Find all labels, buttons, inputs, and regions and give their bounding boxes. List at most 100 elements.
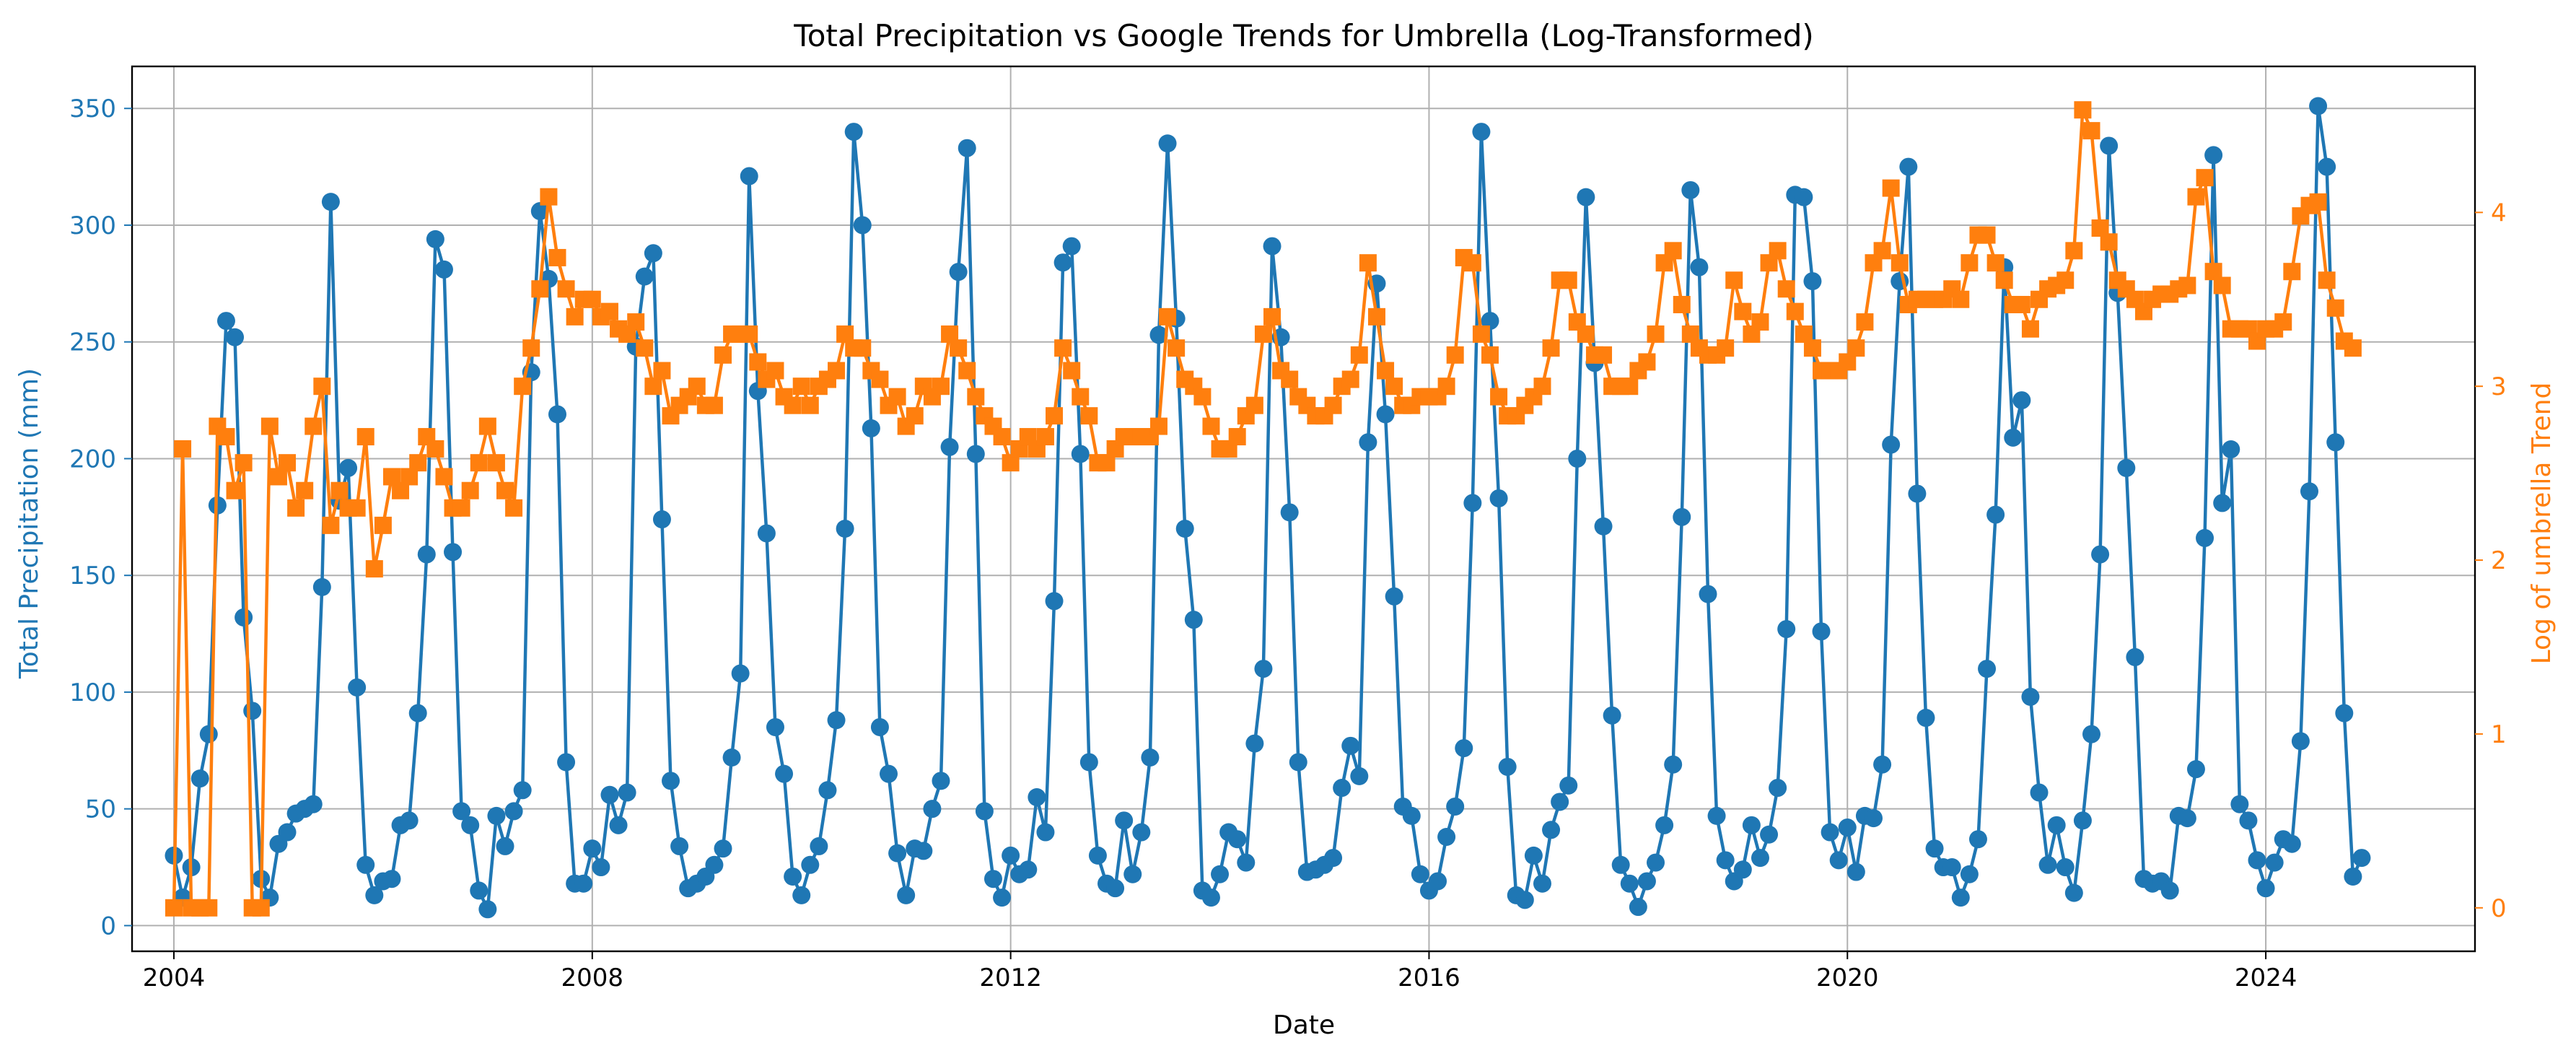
precipitation-point [1838, 818, 1857, 837]
precipitation-point [1376, 405, 1395, 424]
precipitation-point [2300, 482, 2318, 501]
precipitation-point [2265, 853, 2284, 872]
precipitation-point [1637, 872, 1656, 891]
trend-point [1377, 362, 1395, 380]
trend-point [2012, 295, 2030, 313]
trend-point [235, 454, 253, 472]
precipitation-point [487, 806, 506, 825]
precipitation-point [1028, 788, 1046, 807]
trend-point [1873, 242, 1891, 260]
trend-point [2344, 339, 2362, 357]
precipitation-point [470, 881, 489, 900]
precipitation-point [1515, 891, 1534, 909]
precipitation-point [1777, 620, 1796, 639]
precipitation-point [243, 702, 262, 720]
precipitation-point [216, 312, 235, 331]
precipitation-point [1620, 874, 1639, 893]
precipitation-point [2004, 428, 2023, 447]
trend-point [653, 362, 671, 380]
trend-point [705, 396, 723, 414]
precipitation-point [914, 842, 933, 860]
precipitation-point [1769, 779, 1787, 798]
trend-point [1856, 313, 1874, 331]
trend-point [1542, 339, 1560, 357]
trend-point [174, 440, 192, 458]
trend-point [470, 454, 488, 472]
precipitation-point [1524, 846, 1543, 865]
trend-point [1777, 280, 1795, 298]
trend-point [522, 339, 540, 357]
precipitation-point [1002, 846, 1020, 865]
precipitation-point [757, 524, 776, 543]
trend-point [296, 481, 314, 499]
trend-point [505, 499, 523, 517]
trend-point [906, 407, 924, 425]
precipitation-point [923, 800, 942, 818]
trend-point [496, 481, 514, 499]
precipitation-line [172, 104, 2364, 912]
precipitation-point [557, 753, 576, 772]
trend-point [950, 339, 968, 357]
trend-point [1228, 428, 1246, 446]
trend-point [1533, 377, 1551, 396]
precipitation-point [1402, 806, 1421, 825]
precipitation-point [1123, 865, 1142, 883]
precipitation-point [1228, 830, 1247, 849]
precipitation-point [740, 167, 758, 185]
trend-point [1717, 339, 1735, 357]
trend-point [287, 499, 305, 517]
trend-point [1786, 302, 1804, 320]
precipitation-point [1071, 445, 1090, 463]
trend-point [1245, 396, 1263, 414]
precipitation-point [1088, 846, 1107, 865]
precipitation-point [1707, 806, 1726, 825]
trend-point [435, 468, 453, 486]
trend-point [932, 377, 950, 396]
precipitation-point [426, 230, 444, 248]
precipitation-point [348, 678, 367, 697]
trend-point [1995, 271, 2013, 289]
trend-point [1803, 339, 1821, 357]
precipitation-point [1254, 660, 1273, 678]
precipitation-point [1481, 312, 1499, 331]
trend-point [801, 396, 819, 414]
precipitation-point [958, 139, 976, 157]
trend-point [1559, 271, 1577, 289]
precipitation-point [235, 608, 253, 626]
x-tick-label: 2004 [143, 964, 206, 992]
trend-point [1036, 428, 1054, 446]
trend-point [784, 396, 802, 414]
trend-point [2213, 276, 2231, 294]
precipitation-point [1629, 898, 1647, 917]
trend-point [322, 516, 340, 534]
trend-point [958, 362, 976, 380]
trend-point [2065, 242, 2083, 260]
precipitation-point [870, 717, 889, 736]
trend-point [514, 377, 532, 396]
trend-point [766, 362, 784, 380]
precipitation-point [1359, 433, 1377, 452]
trend-point [1054, 339, 1072, 357]
precipitation-point [1280, 503, 1299, 522]
precipitation-point [1036, 823, 1055, 842]
trend-point [260, 417, 279, 435]
precipitation-point [1951, 888, 1970, 907]
left-y-axis-label: Total Precipitation (mm) [14, 368, 44, 679]
precipitation-point [190, 769, 209, 788]
trend-point [644, 377, 662, 396]
trend-point [226, 481, 244, 499]
precipitation-point [983, 870, 1002, 888]
trend-point [487, 454, 505, 472]
x-tick-label: 2012 [979, 964, 1042, 992]
precipitation-point [592, 858, 610, 877]
x-tick-label: 2020 [1816, 964, 1879, 992]
precipitation-point [609, 816, 628, 834]
precipitation-point [1942, 858, 1961, 877]
precipitation-point [844, 123, 863, 141]
precipitation-point [1647, 853, 1665, 872]
precipitation-point [635, 267, 654, 286]
precipitation-point [1341, 736, 1360, 755]
trend-point [1072, 388, 1090, 406]
trend-point [1891, 254, 1909, 272]
precipitation-point [975, 802, 994, 821]
